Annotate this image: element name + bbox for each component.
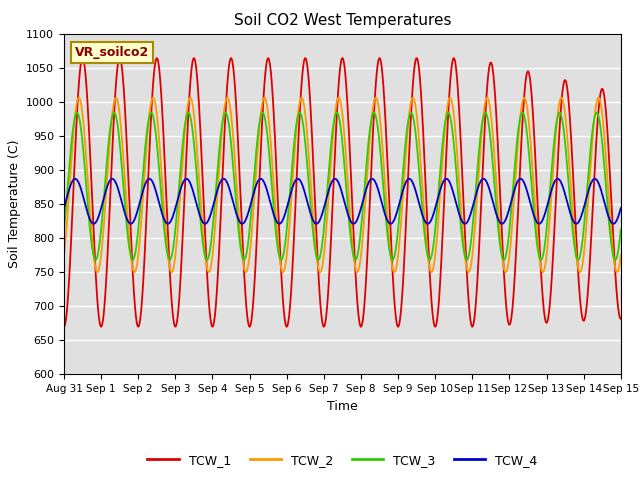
- TCW_1: [518, 129, 525, 135]
- TCW_2: [60, 252, 68, 258]
- TCW_3: [476, 142, 483, 148]
- TCW_1: [422, 196, 430, 202]
- TCW_4: [424, 221, 431, 227]
- TCW_4: [476, 180, 483, 186]
- TCW_2: [422, 237, 430, 242]
- X-axis label: Time: Time: [327, 400, 358, 413]
- TCW_1: [60, 324, 68, 330]
- TCW_2: [617, 252, 625, 258]
- TCW_2: [518, 102, 525, 108]
- Line: TCW_2: TCW_2: [64, 97, 621, 272]
- Y-axis label: Soil Temperature (C): Soil Temperature (C): [8, 140, 20, 268]
- TCW_3: [611, 257, 619, 263]
- TCW_1: [161, 168, 169, 174]
- TCW_2: [161, 221, 169, 227]
- TCW_3: [394, 228, 402, 234]
- Line: TCW_4: TCW_4: [64, 179, 621, 224]
- TCW_4: [161, 218, 169, 224]
- TCW_2: [273, 226, 281, 232]
- Line: TCW_3: TCW_3: [64, 113, 621, 260]
- TCW_3: [273, 238, 280, 243]
- TCW_2: [242, 269, 250, 275]
- TCW_2: [595, 95, 602, 100]
- TCW_1: [394, 324, 402, 330]
- TCW_4: [518, 177, 526, 182]
- TCW_1: [273, 176, 281, 182]
- TCW_1: [476, 235, 483, 241]
- TCW_4: [422, 220, 430, 226]
- TCW_4: [71, 176, 79, 181]
- TCW_3: [161, 235, 169, 241]
- TCW_2: [476, 157, 483, 163]
- TCW_1: [264, 55, 272, 61]
- TCW_1: [617, 316, 625, 322]
- TCW_3: [422, 245, 430, 251]
- Line: TCW_1: TCW_1: [64, 58, 621, 327]
- Text: VR_soilco2: VR_soilco2: [75, 46, 149, 59]
- TCW_3: [60, 227, 68, 232]
- Title: Soil CO2 West Temperatures: Soil CO2 West Temperatures: [234, 13, 451, 28]
- TCW_4: [60, 205, 68, 211]
- TCW_3: [617, 227, 625, 232]
- TCW_2: [394, 253, 402, 259]
- TCW_3: [518, 110, 525, 116]
- TCW_4: [617, 205, 625, 211]
- Legend: TCW_1, TCW_2, TCW_3, TCW_4: TCW_1, TCW_2, TCW_3, TCW_4: [142, 449, 543, 472]
- TCW_4: [273, 219, 281, 225]
- TCW_3: [407, 110, 415, 116]
- TCW_4: [394, 205, 402, 211]
